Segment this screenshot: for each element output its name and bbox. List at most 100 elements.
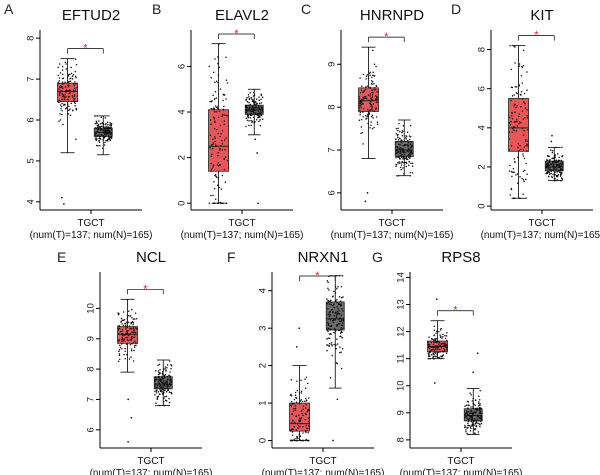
sample-point [63, 98, 65, 100]
sample-point [169, 376, 171, 379]
sample-point [525, 144, 527, 147]
sample-point [98, 131, 101, 134]
sample-point [159, 379, 162, 382]
sample-point [471, 423, 474, 426]
y-tick-label: 10 [86, 303, 97, 314]
sample-point [406, 140, 409, 142]
gene-title: ELAVL2 [215, 7, 269, 24]
sample-point [215, 97, 218, 99]
sample-point [126, 326, 129, 329]
sample-point [512, 44, 515, 47]
sample-point [470, 409, 473, 412]
sample-point [409, 143, 412, 146]
y-tick-label: 2 [258, 363, 269, 368]
sample-point [513, 158, 516, 160]
sample-point [60, 89, 63, 92]
sample-point [444, 345, 446, 347]
sample-point [433, 329, 436, 331]
sample-point [522, 49, 525, 52]
sample-point [369, 126, 371, 129]
sample-point [340, 324, 343, 326]
sample-point [161, 377, 163, 380]
sample-point [433, 357, 436, 360]
sample-point [132, 323, 134, 326]
sample-point [246, 106, 249, 109]
sample-point [130, 337, 133, 339]
sample-point [403, 140, 405, 143]
sample-point [526, 108, 528, 111]
sample-point [69, 108, 71, 111]
sample-point [223, 123, 226, 126]
sample-point [291, 413, 294, 416]
sample-point [95, 144, 98, 147]
sample-point [362, 73, 365, 76]
sample-point [475, 411, 478, 413]
sample-point [409, 135, 412, 138]
sample-point [245, 125, 247, 128]
sample-point [133, 331, 135, 334]
sample-point [294, 405, 297, 407]
sample-point [59, 104, 62, 106]
sample-point [225, 202, 228, 204]
sample-point [166, 380, 169, 382]
sample-point [514, 86, 517, 88]
sample-point [159, 369, 161, 371]
sample-point [119, 330, 122, 333]
sample-point [155, 370, 157, 372]
sample-point [549, 168, 551, 171]
sample-point [225, 79, 228, 81]
sample-point [210, 144, 213, 146]
sample-point [248, 124, 250, 127]
sample-point [120, 317, 123, 320]
sample-point [516, 104, 519, 107]
sample-point [359, 105, 362, 107]
sample-point [369, 101, 372, 103]
sample-point [336, 324, 338, 326]
sample-point [408, 152, 411, 155]
sample-point [299, 400, 302, 402]
sample-point [440, 346, 443, 349]
sample-point [226, 82, 229, 84]
sample-point [158, 385, 161, 388]
sample-point [468, 433, 470, 436]
sample-point [341, 327, 344, 330]
sample-point [210, 107, 212, 110]
sample-point [340, 303, 342, 305]
sample-point [358, 107, 361, 109]
sample-point [553, 165, 555, 167]
sample-point [158, 404, 161, 407]
sample-point [332, 311, 334, 313]
sample-point [509, 123, 512, 126]
sample-point [246, 101, 249, 103]
sample-point [366, 73, 369, 76]
sample-point [62, 123, 64, 126]
sample-point [168, 401, 171, 404]
sample-point [108, 129, 111, 132]
sample-point [223, 120, 226, 122]
sample-point [407, 154, 410, 157]
sample-point [333, 306, 336, 309]
sample-point [103, 136, 106, 139]
sample-point [209, 147, 211, 149]
sample-point [479, 426, 481, 428]
sample-point [330, 299, 332, 301]
sample-point [170, 368, 172, 370]
sample-point [97, 127, 99, 129]
sample-point [216, 176, 218, 178]
sample-point [556, 171, 558, 173]
sample-point [99, 123, 102, 125]
sample-point [258, 99, 261, 102]
sample-point [554, 156, 556, 159]
sample-point [401, 156, 403, 159]
sample-point [410, 145, 412, 148]
sample-point [399, 140, 402, 142]
sample-point [338, 274, 341, 277]
sample-point [330, 333, 332, 335]
sample-point [253, 101, 256, 103]
sample-point [439, 329, 442, 331]
sample-point [290, 405, 293, 407]
sample-point [370, 107, 373, 110]
sample-point [464, 405, 466, 407]
sample-point [118, 350, 120, 353]
sample-point [545, 166, 547, 168]
